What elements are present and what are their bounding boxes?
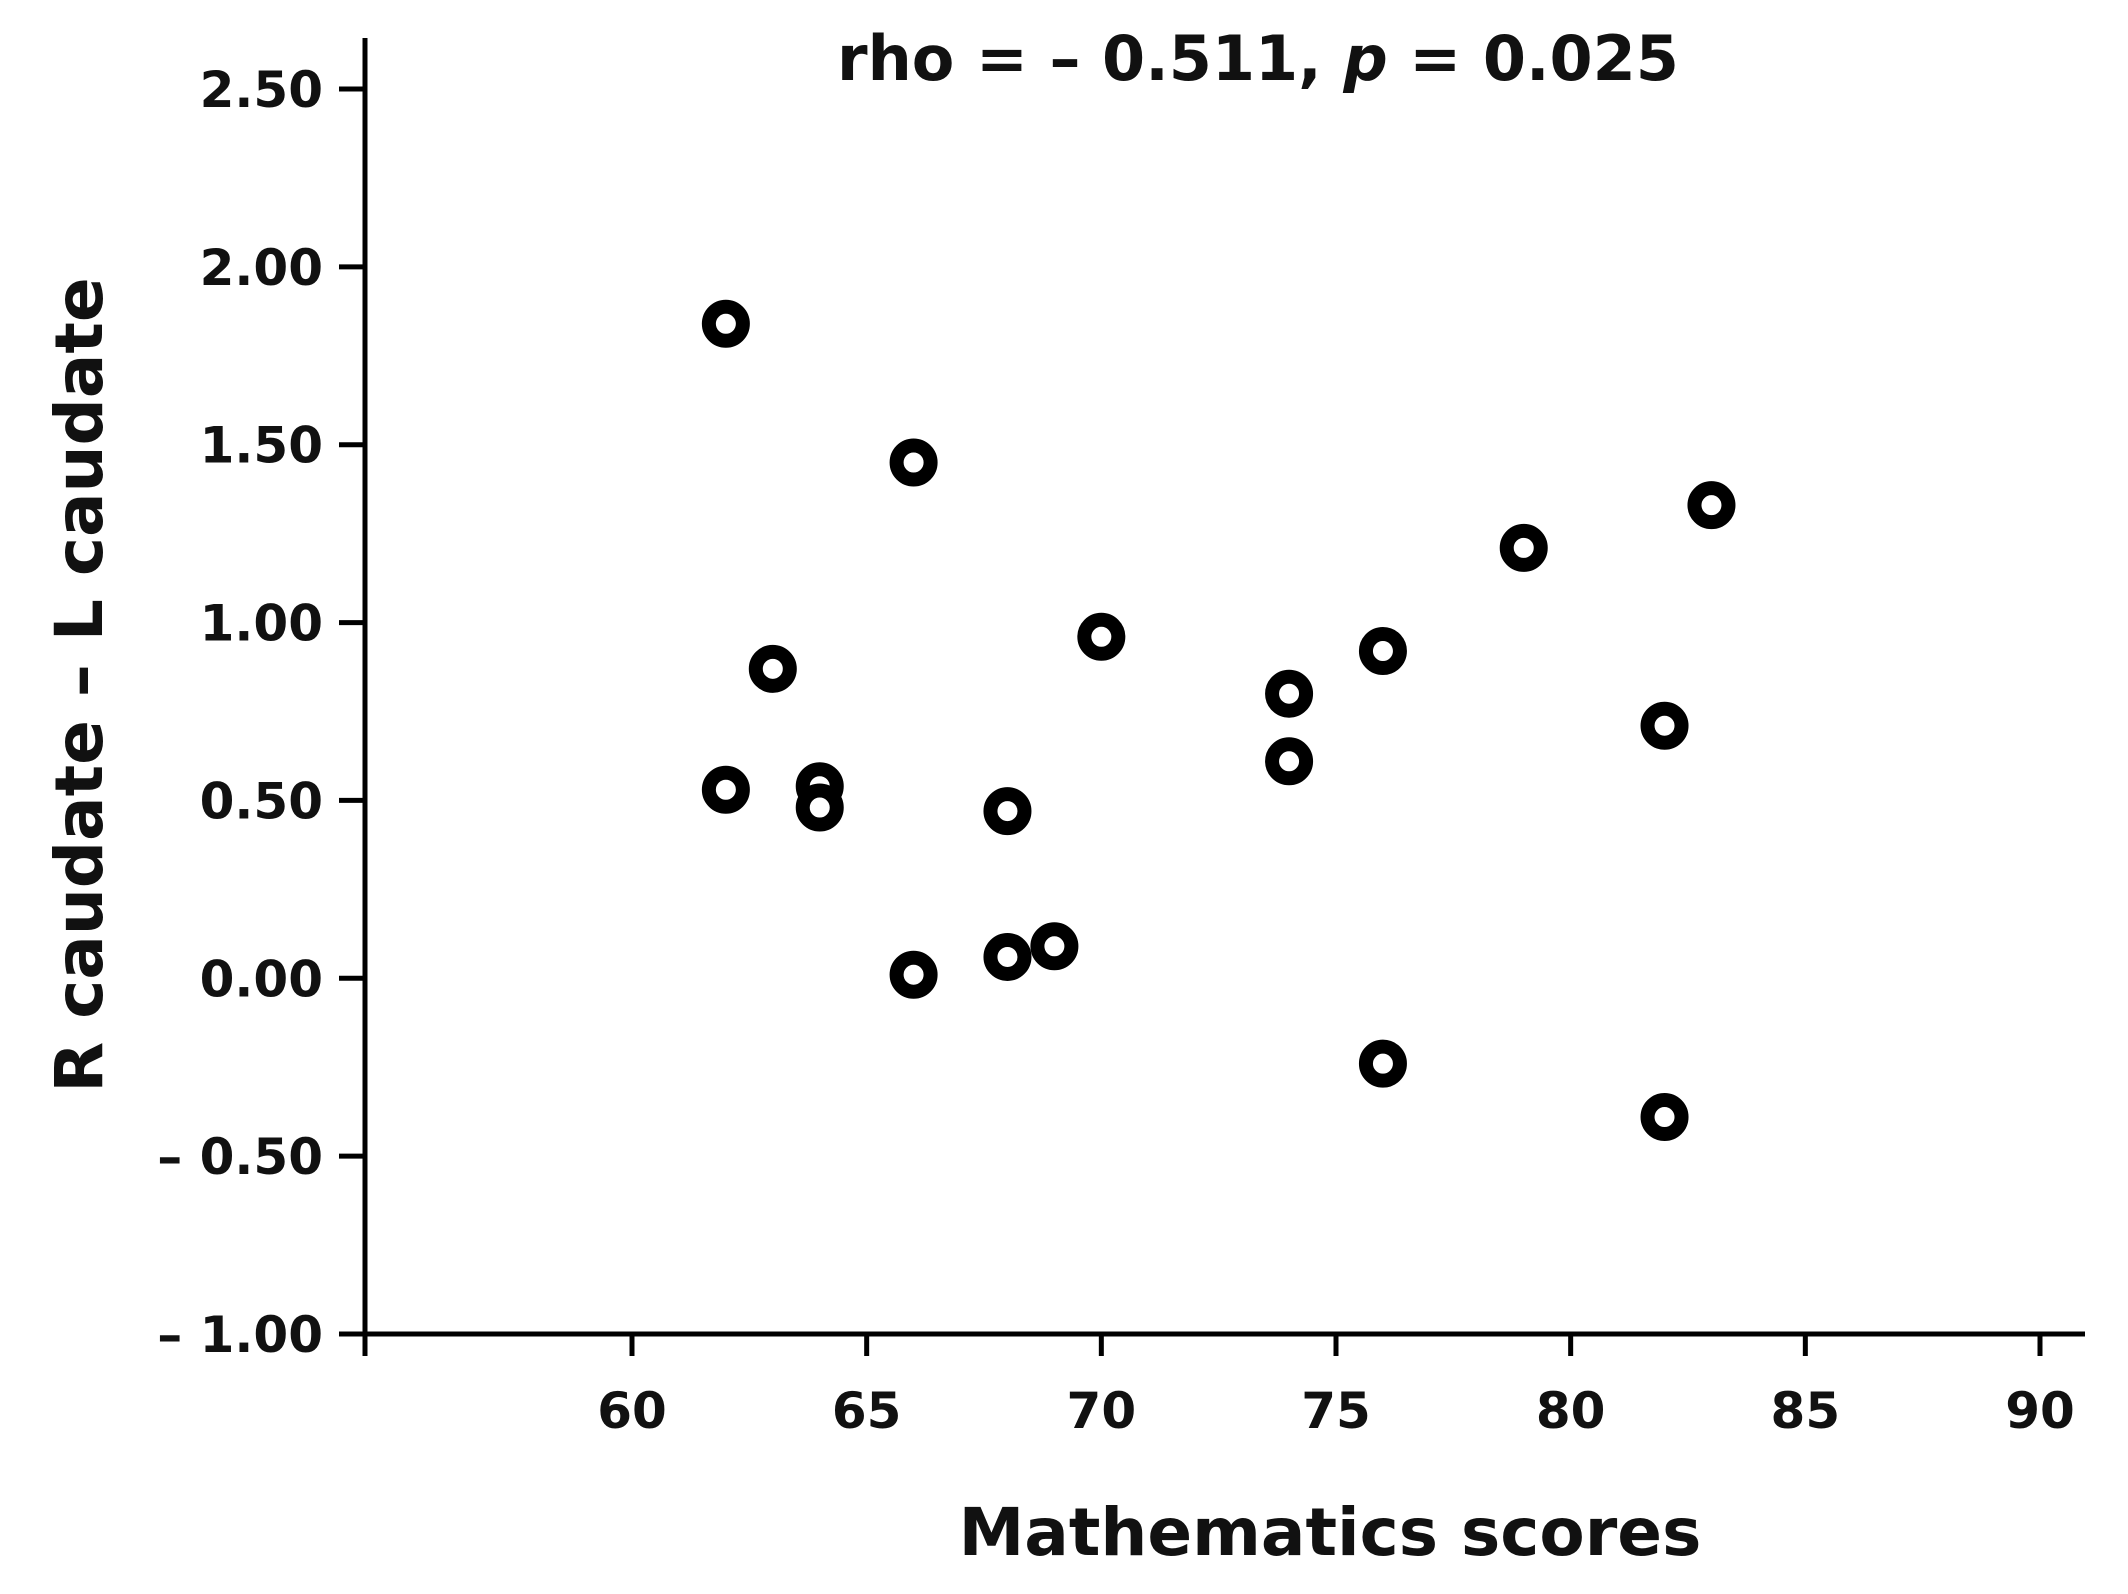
- y-tick-label: 1.00: [200, 595, 323, 653]
- x-axis-title: Mathematics scores: [959, 1494, 1702, 1571]
- x-tick-label: 75: [1301, 1382, 1371, 1440]
- x-tick-label: 70: [1067, 1382, 1137, 1440]
- y-tick-label: 0.00: [200, 950, 323, 1008]
- data-point: [983, 932, 1032, 981]
- data-point: [795, 783, 844, 832]
- data-point: [1265, 669, 1314, 718]
- x-tick-label: 65: [832, 1382, 902, 1440]
- chart-title: rho = – 0.511, p = 0.025: [837, 22, 1679, 95]
- data-point: [1499, 523, 1548, 572]
- x-tick-label: 90: [2005, 1382, 2075, 1440]
- x-axis-ticks: 60 65 70 75 80 85 90: [362, 1334, 2075, 1440]
- data-point: [1265, 737, 1314, 786]
- y-tick-label: 0.50: [200, 772, 323, 830]
- title-p-text: = 0.025: [1388, 22, 1679, 95]
- data-point: [1640, 701, 1689, 750]
- y-axis-ticks: – 1.00 – 0.50 0.00 0.50 1.00 1.50 2.00 2.50: [157, 61, 365, 1364]
- x-tick-label: 60: [597, 1382, 667, 1440]
- data-point: [889, 950, 938, 999]
- data-point: [1358, 1039, 1407, 1088]
- data-point: [1030, 922, 1079, 971]
- data-point: [1687, 481, 1736, 530]
- data-point: [889, 438, 938, 487]
- data-points: [701, 299, 1736, 1142]
- data-point: [701, 765, 750, 814]
- data-point: [1077, 612, 1126, 661]
- data-point: [1358, 627, 1407, 676]
- x-tick-label: 80: [1536, 1382, 1606, 1440]
- y-tick-label: 2.00: [200, 239, 323, 297]
- data-point: [748, 644, 797, 693]
- y-tick-label: 1.50: [200, 417, 323, 475]
- x-tick-label: 85: [1771, 1382, 1841, 1440]
- data-point: [983, 787, 1032, 836]
- data-point: [1640, 1093, 1689, 1142]
- y-tick-label: – 1.00: [157, 1306, 323, 1364]
- data-point: [701, 299, 750, 348]
- title-p-symbol: p: [1342, 22, 1387, 95]
- y-axis-title: R caudate – L caudate: [41, 277, 118, 1092]
- y-tick-label: 2.50: [200, 61, 323, 119]
- y-tick-label: – 0.50: [157, 1128, 323, 1186]
- title-rho-text: rho = – 0.511,: [837, 22, 1343, 95]
